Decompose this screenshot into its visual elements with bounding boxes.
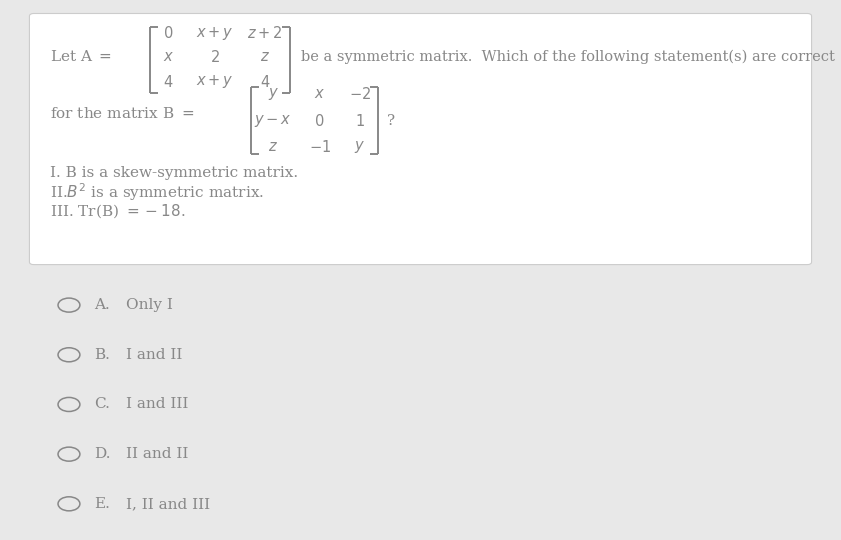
Text: $z$: $z$ — [260, 50, 270, 64]
Text: $-2$: $-2$ — [349, 86, 371, 102]
Text: for the matrix B $=$: for the matrix B $=$ — [50, 106, 195, 121]
Text: II and II: II and II — [126, 447, 188, 461]
Text: III. Tr(B) $= -18$.: III. Tr(B) $= -18$. — [50, 202, 186, 220]
Text: E.: E. — [94, 497, 110, 511]
Text: II.$B^2$ is a symmetric matrix.: II.$B^2$ is a symmetric matrix. — [50, 181, 264, 202]
Text: ?: ? — [387, 114, 395, 128]
Text: C.: C. — [94, 397, 110, 411]
FancyBboxPatch shape — [29, 14, 812, 265]
Text: $y$: $y$ — [354, 139, 366, 156]
Text: $0$: $0$ — [315, 113, 325, 129]
Text: Only I: Only I — [126, 298, 173, 312]
Text: $z$: $z$ — [268, 140, 278, 154]
Text: I and II: I and II — [126, 348, 182, 362]
Text: $2$: $2$ — [210, 49, 220, 65]
Text: $4$: $4$ — [163, 73, 173, 90]
Text: $x+y$: $x+y$ — [197, 25, 234, 42]
Text: $0$: $0$ — [163, 25, 173, 42]
Text: $x$: $x$ — [314, 87, 325, 101]
Text: A.: A. — [94, 298, 110, 312]
Text: I, II and III: I, II and III — [126, 497, 210, 511]
Text: $x$: $x$ — [162, 50, 174, 64]
Text: D.: D. — [94, 447, 111, 461]
Text: $x+y$: $x+y$ — [197, 73, 234, 90]
Text: I. B is a skew-symmetric matrix.: I. B is a skew-symmetric matrix. — [50, 166, 299, 180]
Text: $y-x$: $y-x$ — [255, 113, 292, 129]
Text: $y$: $y$ — [267, 86, 279, 102]
Text: $4$: $4$ — [260, 73, 270, 90]
Text: I and III: I and III — [126, 397, 188, 411]
Text: Let A $=$: Let A $=$ — [50, 49, 113, 64]
Text: be a symmetric matrix.  Which of the following statement(s) are correct: be a symmetric matrix. Which of the foll… — [301, 50, 835, 64]
Text: $z+2$: $z+2$ — [247, 25, 283, 42]
Text: $-1$: $-1$ — [309, 139, 331, 156]
Text: B.: B. — [94, 348, 110, 362]
Text: $1$: $1$ — [355, 113, 365, 129]
